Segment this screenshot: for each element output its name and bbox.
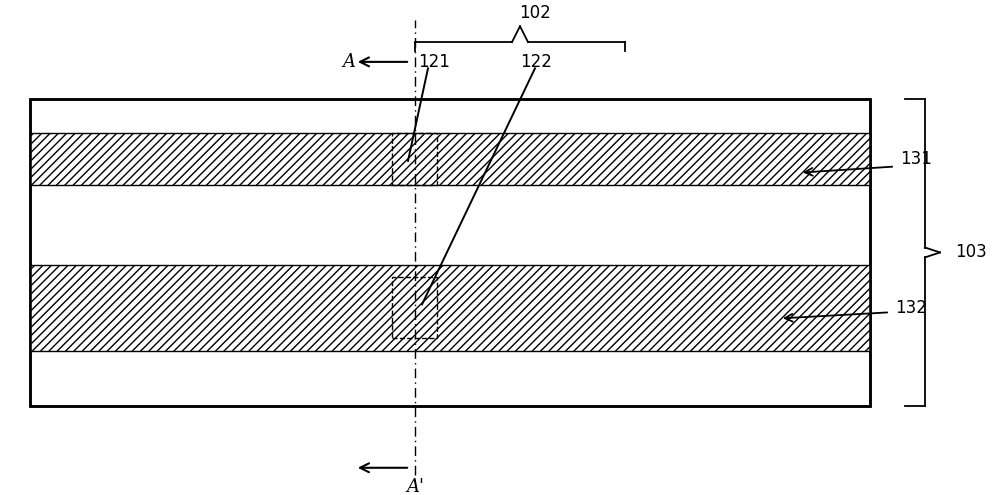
Bar [30, 133, 870, 185]
Bar [30, 99, 870, 406]
Bar [392, 133, 437, 185]
Text: 122: 122 [520, 53, 552, 71]
Bar [30, 265, 870, 350]
Text: 103: 103 [955, 244, 987, 261]
Text: 121: 121 [418, 53, 450, 71]
Text: A: A [342, 53, 355, 71]
Text: 102: 102 [519, 4, 551, 22]
Bar [392, 277, 437, 339]
Text: A': A' [406, 478, 424, 495]
Bar [30, 99, 870, 406]
Text: 131: 131 [900, 150, 932, 168]
Text: 132: 132 [895, 298, 927, 317]
